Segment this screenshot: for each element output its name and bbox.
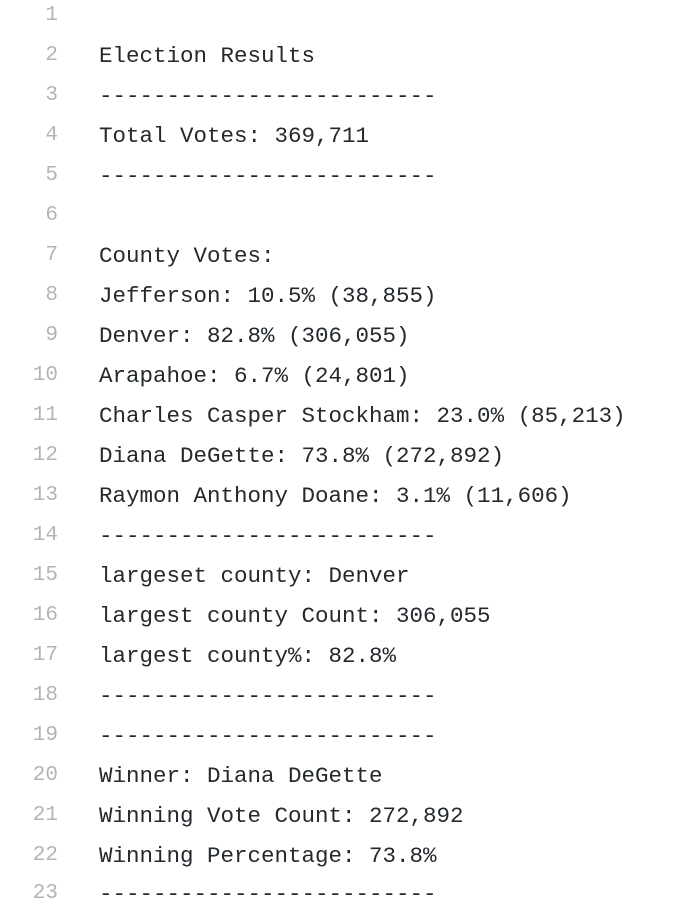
editor-line-3[interactable]: 3 -------------------------: [0, 76, 689, 116]
line-text[interactable]: Winning Vote Count: 272,892: [99, 803, 464, 829]
line-text[interactable]: Diana DeGette: 73.8% (272,892): [99, 443, 505, 469]
line-text[interactable]: Denver: 82.8% (306,055): [99, 323, 410, 349]
editor-line-9[interactable]: 9 Denver: 82.8% (306,055): [0, 316, 689, 356]
line-text[interactable]: -------------------------: [99, 163, 437, 189]
editor-line-12[interactable]: 12 Diana DeGette: 73.8% (272,892): [0, 436, 689, 476]
editor-line-20[interactable]: 20 Winner: Diana DeGette: [0, 756, 689, 796]
line-number: 7: [45, 244, 58, 267]
editor-line-13[interactable]: 13 Raymon Anthony Doane: 3.1% (11,606): [0, 476, 689, 516]
line-text[interactable]: County Votes:: [99, 243, 275, 269]
editor-line-17[interactable]: 17 largest county%: 82.8%: [0, 636, 689, 676]
line-text[interactable]: largeset county: Denver: [99, 563, 410, 589]
editor-line-6[interactable]: 6: [0, 196, 689, 236]
line-text[interactable]: Arapahoe: 6.7% (24,801): [99, 363, 410, 389]
line-number: 9: [45, 324, 58, 347]
line-number: 23: [32, 882, 58, 905]
line-text[interactable]: Charles Casper Stockham: 23.0% (85,213): [99, 403, 626, 429]
editor-line-21[interactable]: 21 Winning Vote Count: 272,892: [0, 796, 689, 836]
line-text[interactable]: Winner: Diana DeGette: [99, 763, 383, 789]
editor-line-18[interactable]: 18 -------------------------: [0, 676, 689, 716]
line-number: 12: [32, 444, 58, 467]
editor-line-15[interactable]: 15 largeset county: Denver: [0, 556, 689, 596]
editor-line-2[interactable]: 2 Election Results: [0, 36, 689, 76]
editor-line-7[interactable]: 7 County Votes:: [0, 236, 689, 276]
line-number: 1: [45, 4, 58, 27]
line-text[interactable]: Winning Percentage: 73.8%: [99, 843, 437, 869]
editor-line-11[interactable]: 11 Charles Casper Stockham: 23.0% (85,213…: [0, 396, 689, 436]
editor-line-4[interactable]: 4 Total Votes: 369,711: [0, 116, 689, 156]
editor-line-16[interactable]: 16 largest county Count: 306,055: [0, 596, 689, 636]
line-number: 6: [45, 204, 58, 227]
line-number: 8: [45, 284, 58, 307]
editor-line-5[interactable]: 5 -------------------------: [0, 156, 689, 196]
line-number: 4: [45, 124, 58, 147]
editor-line-23[interactable]: 23 -------------------------: [0, 874, 689, 914]
line-text[interactable]: largest county Count: 306,055: [99, 603, 491, 629]
editor-line-1[interactable]: 1: [0, 0, 689, 36]
editor-line-14[interactable]: 14 -------------------------: [0, 516, 689, 556]
line-number: 10: [32, 364, 58, 387]
line-text[interactable]: -------------------------: [99, 881, 437, 907]
line-number: 16: [32, 604, 58, 627]
line-number: 19: [32, 724, 58, 747]
line-number: 20: [32, 764, 58, 787]
editor-line-8[interactable]: 8 Jefferson: 10.5% (38,855): [0, 276, 689, 316]
line-number: 3: [45, 84, 58, 107]
line-number: 2: [45, 44, 58, 67]
line-number: 17: [32, 644, 58, 667]
line-text[interactable]: -------------------------: [99, 83, 437, 109]
line-text[interactable]: Jefferson: 10.5% (38,855): [99, 283, 437, 309]
line-text[interactable]: -------------------------: [99, 523, 437, 549]
line-number: 11: [32, 404, 58, 427]
line-text[interactable]: -------------------------: [99, 683, 437, 709]
editor-line-22[interactable]: 22 Winning Percentage: 73.8%: [0, 836, 689, 876]
line-number: 5: [45, 164, 58, 187]
line-text[interactable]: Raymon Anthony Doane: 3.1% (11,606): [99, 483, 572, 509]
line-text[interactable]: Election Results: [99, 43, 316, 69]
line-number: 13: [32, 484, 58, 507]
editor-line-19[interactable]: 19 -------------------------: [0, 716, 689, 756]
line-number: 15: [32, 564, 58, 587]
line-number: 21: [32, 804, 58, 827]
editor-line-10[interactable]: 10 Arapahoe: 6.7% (24,801): [0, 356, 689, 396]
line-text[interactable]: Total Votes: 369,711: [99, 123, 370, 149]
line-text[interactable]: -------------------------: [99, 723, 437, 749]
line-number: 22: [32, 844, 58, 867]
line-text[interactable]: largest county%: 82.8%: [99, 643, 397, 669]
line-number: 14: [32, 524, 58, 547]
line-number: 18: [32, 684, 58, 707]
